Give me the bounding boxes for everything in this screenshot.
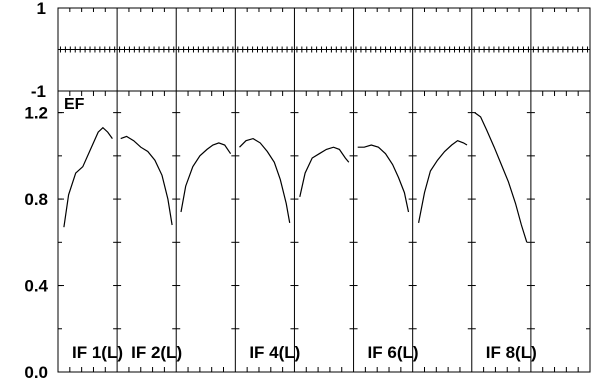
series-line <box>418 140 468 224</box>
panel-label: IF 4(L) <box>249 343 300 362</box>
series-line <box>180 142 232 213</box>
chart-frame <box>57 7 591 373</box>
panel-label: IF 8(L) <box>486 343 537 362</box>
y-tick-label: 0.8 <box>24 190 48 209</box>
y-tick-label: 0.0 <box>24 363 48 379</box>
chart-ticks <box>58 7 590 373</box>
series-line <box>239 137 291 224</box>
series-group <box>63 112 528 243</box>
panel-label: IF 2(L) <box>131 343 182 362</box>
series-line <box>120 135 173 226</box>
plot-frame <box>57 7 591 373</box>
series-line <box>299 146 350 198</box>
ef-axis-label: EF <box>64 96 85 113</box>
y-tick-label: 0.4 <box>24 277 48 296</box>
strip-y-tick-label: 1 <box>37 0 46 18</box>
series-line <box>63 126 113 228</box>
series-line <box>357 144 410 213</box>
strip-y-tick-label: -1 <box>31 82 46 101</box>
panel-label: IF 6(L) <box>368 343 419 362</box>
chart-labels: 1 -1 1.2 0.8 0.4 0.0 EF IF 1(L) IF 2(L) IF 4(L) IF… <box>24 0 536 379</box>
panel-label: IF 1(L) <box>72 343 123 362</box>
y-tick-label: 1.2 <box>24 104 48 123</box>
series-line <box>474 112 528 243</box>
